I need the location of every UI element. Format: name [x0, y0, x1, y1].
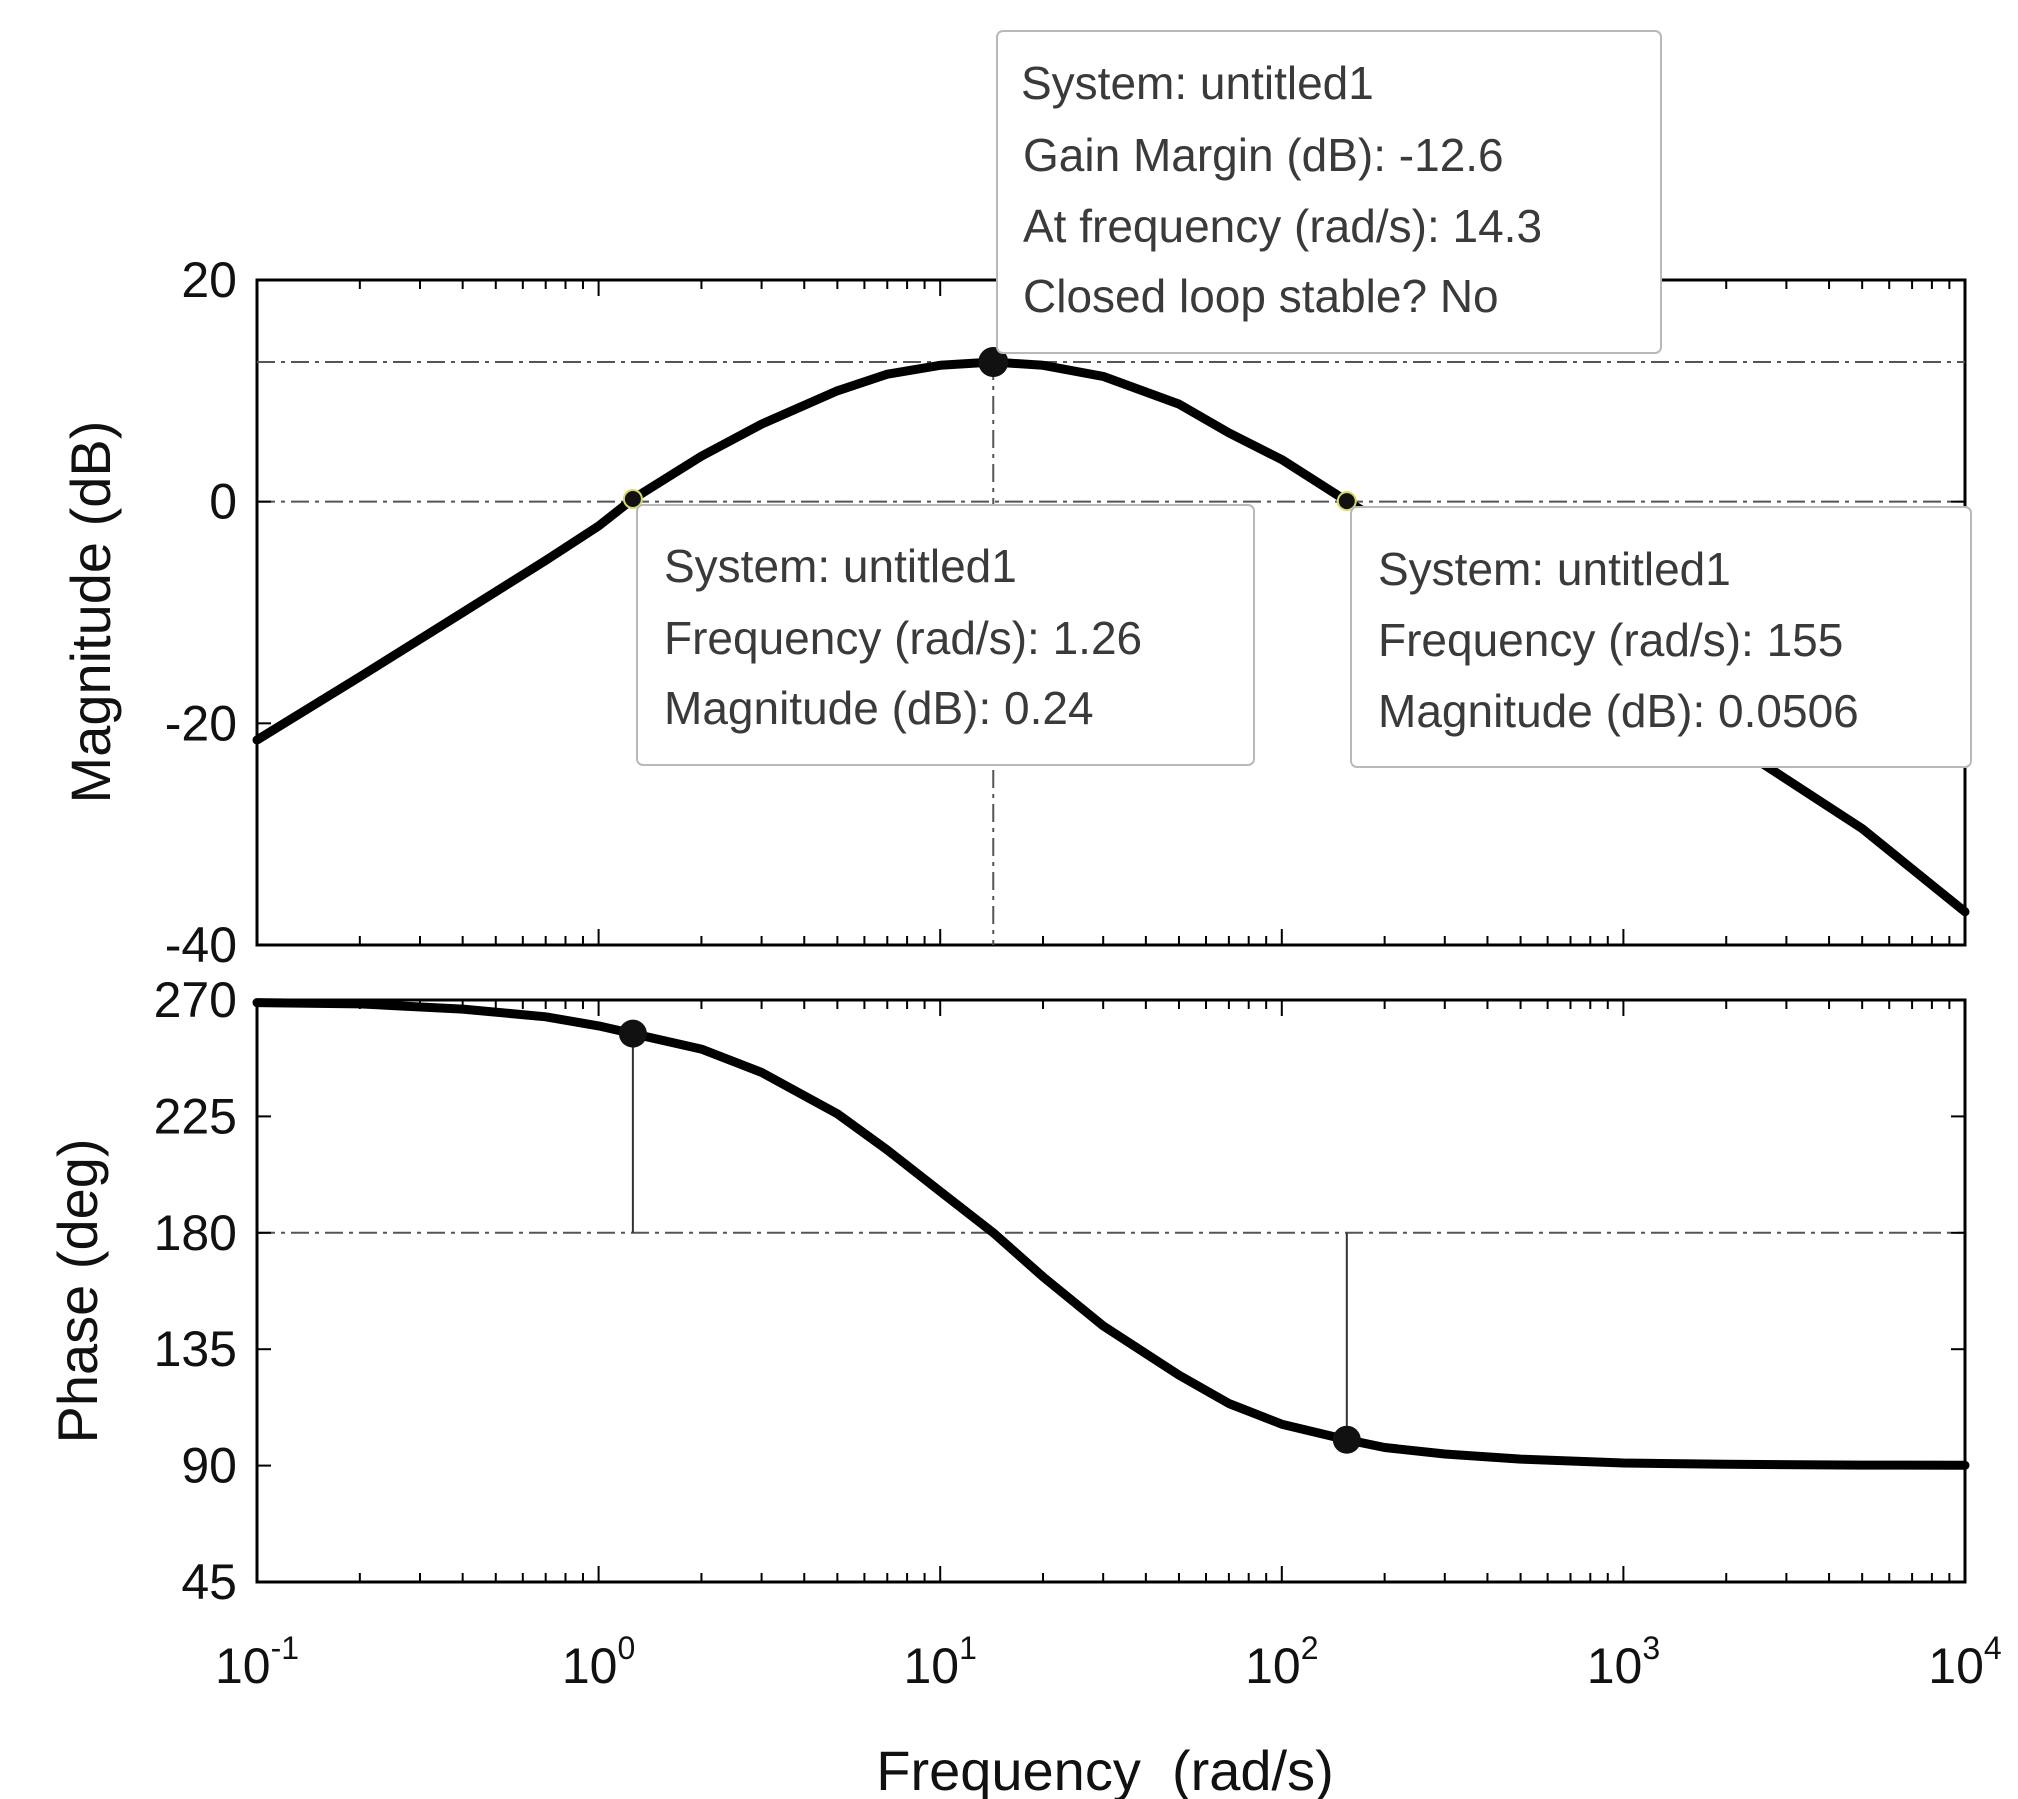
datatip-line: System: untitled1	[664, 540, 1017, 592]
datatip-line: Frequency (rad/s): 155	[1378, 614, 1843, 666]
y-tick-label: 225	[154, 1088, 237, 1144]
magnitude-reference-lines	[257, 361, 1965, 945]
crossover-low-datatip-box	[636, 504, 1255, 766]
datatip-marker	[978, 347, 1009, 378]
x-tick-label: 100	[562, 1630, 635, 1694]
y-tick-label: 45	[181, 1554, 237, 1610]
crossover-high-datatip[interactable]: System: untitled1 Frequency (rad/s): 155…	[1350, 506, 1972, 768]
datatip-line: Magnitude (dB): 0.24	[664, 682, 1094, 734]
gain-margin-datatip-box	[996, 30, 1662, 354]
magnitude-y-axis-label: Magnitude (dB)	[59, 421, 122, 804]
y-tick-label: 270	[154, 972, 237, 1028]
magnitude-markers	[622, 347, 1357, 512]
x-tick-label: 104	[1928, 1630, 2001, 1694]
datatip-line: At frequency (rad/s): 14.3	[1023, 200, 1542, 252]
y-tick-label: 90	[181, 1438, 237, 1494]
phase-axes: 270 225 180 135 90 45 Phase (deg)	[46, 972, 1970, 1610]
x-axis-label: Frequency (rad/s)	[876, 1739, 1334, 1799]
x-tick-label: 101	[903, 1630, 976, 1694]
phase-ticks	[256, 999, 1966, 1583]
crossover-high-datatip-box	[1350, 506, 1972, 768]
phase-reference-lines	[257, 1033, 1965, 1440]
magnitude-y-tick-labels: 20 0 -20 -40	[165, 252, 237, 973]
y-tick-label: 0	[209, 474, 237, 530]
x-tick-label: 102	[1245, 1630, 1318, 1694]
datatip-line: Closed loop stable? No	[1023, 270, 1499, 322]
y-tick-label: -20	[165, 695, 237, 751]
phase-y-tick-labels: 270 225 180 135 90 45	[154, 972, 237, 1610]
datatip-line: Magnitude (dB): 0.0506	[1378, 685, 1859, 737]
x-tick-label: 10-1	[215, 1630, 299, 1694]
phase-marker	[618, 1019, 647, 1048]
x-tick-labels: 10-1 100 101 102 103 104	[215, 1630, 2002, 1694]
datatip-line: System: untitled1	[1021, 57, 1374, 109]
y-tick-label: 180	[154, 1205, 237, 1261]
gain-margin-datatip[interactable]: System: untitled1 Gain Margin (dB): -12.…	[996, 30, 1662, 354]
crossover-low-datatip[interactable]: System: untitled1 Frequency (rad/s): 1.2…	[636, 504, 1255, 766]
phase-frame	[255, 998, 1967, 1584]
x-tick-label: 103	[1587, 1630, 1660, 1694]
datatip-line: Gain Margin (dB): -12.6	[1023, 129, 1504, 181]
y-tick-label: -40	[165, 917, 237, 973]
datatip-line: System: untitled1	[1378, 543, 1731, 595]
datatip-marker	[622, 489, 643, 510]
phase-markers	[618, 1019, 1361, 1454]
phase-y-axis-label: Phase (deg)	[46, 1138, 109, 1443]
y-tick-label: 135	[154, 1321, 237, 1377]
phase-marker	[1332, 1425, 1361, 1454]
y-tick-label: 20	[181, 252, 237, 308]
phase-curve	[252, 998, 1970, 1470]
datatip-marker	[1336, 491, 1357, 512]
datatip-line: Frequency (rad/s): 1.26	[664, 612, 1142, 664]
